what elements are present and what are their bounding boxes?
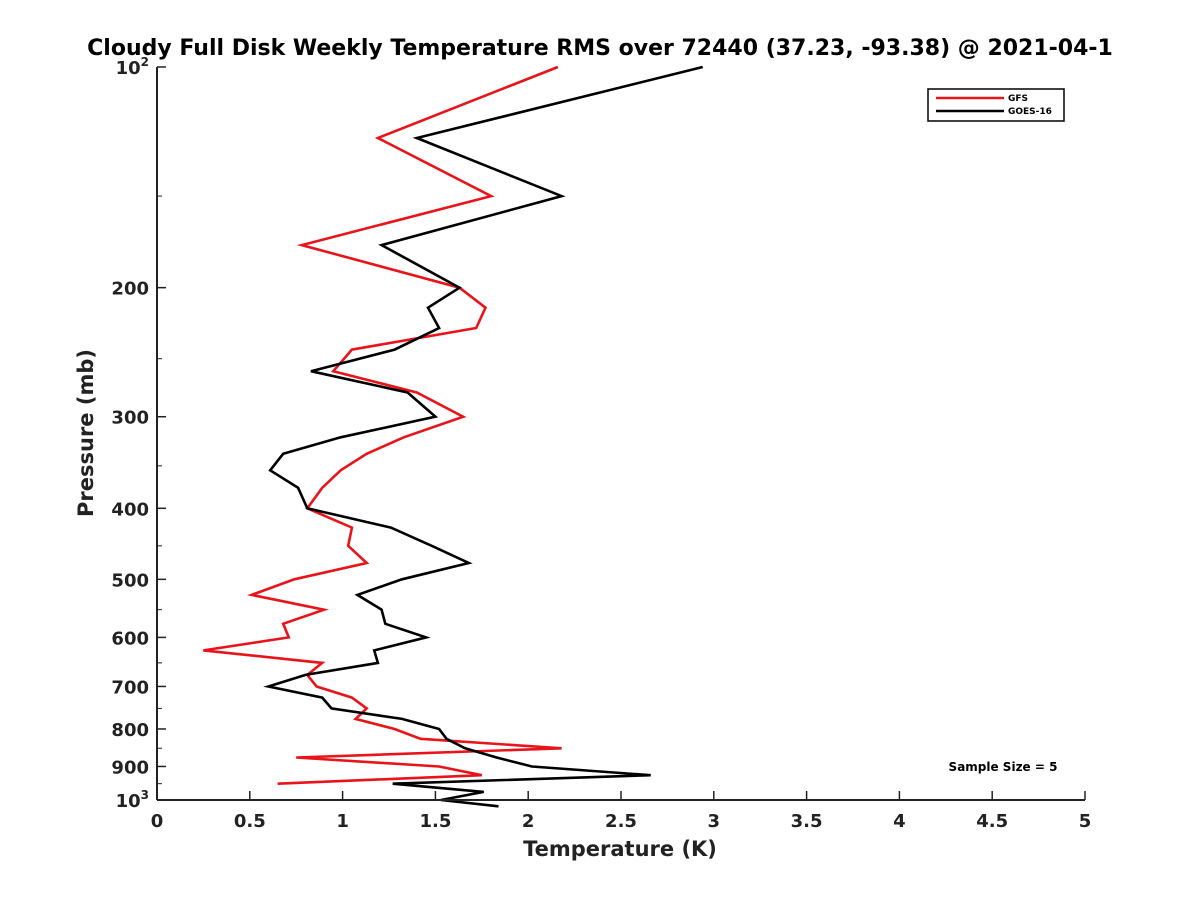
y-tick-label: 103 (116, 788, 149, 812)
legend-label: GOES-16 (1008, 107, 1052, 117)
y-tick-label: 400 (111, 499, 149, 520)
x-tick-label: 4 (893, 811, 906, 832)
axes (156, 66, 1086, 801)
x-tick-label: 0 (151, 811, 164, 832)
y-tick-label: 500 (111, 570, 149, 591)
sample-size-annotation: Sample Size = 5 (949, 760, 1058, 774)
x-tick-label: 3.5 (791, 811, 823, 832)
y-tick-label: 800 (111, 720, 149, 741)
series-line-0 (203, 65, 562, 785)
y-tick-label: 600 (111, 628, 149, 649)
tick-labels: 0 0.5 1 1.5 2 2.5 3 3.5 4 4.5 5 102 200 300 400 500 600 7… (111, 55, 1091, 832)
legend-label: GFS (1008, 94, 1028, 104)
x-tick-label: 2.5 (605, 811, 637, 832)
y-tick-label: 700 (111, 677, 149, 698)
y-tick-label: 900 (111, 757, 149, 778)
series-lines (203, 65, 704, 808)
x-tick-label: 4.5 (976, 811, 1008, 832)
x-axis-label: Temperature (K) (523, 837, 717, 861)
x-tick-label: 2 (522, 811, 535, 832)
x-tick-label: 0.5 (234, 811, 266, 832)
x-tick-label: 5 (1079, 811, 1092, 832)
x-tick-label: 1.5 (419, 811, 451, 832)
y-tick-label: 102 (116, 55, 149, 79)
x-tick-label: 1 (336, 811, 349, 832)
series-line-1 (263, 65, 704, 808)
y-axis-label: Pressure (mb) (74, 349, 98, 517)
y-tick-label: 200 (111, 279, 149, 300)
x-tick-label: 3 (708, 811, 721, 832)
y-tick-label: 300 (111, 408, 149, 429)
legend-box (927, 88, 1065, 122)
legend: GFS GOES-16 (927, 88, 1065, 122)
chart-title: Cloudy Full Disk Weekly Temperature RMS … (87, 36, 1113, 61)
